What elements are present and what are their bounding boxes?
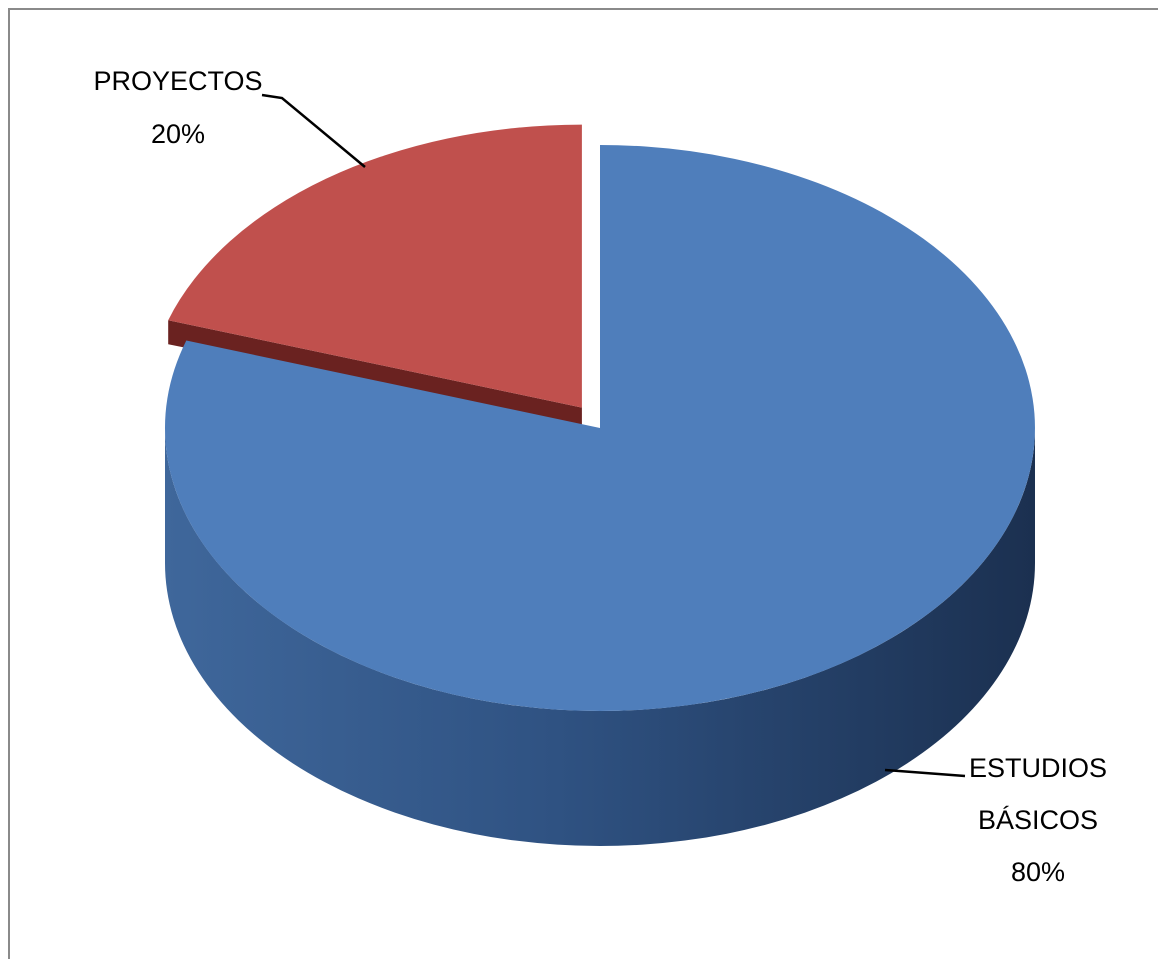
label-proyectos-name: PROYECTOS (93, 66, 262, 96)
pie-slice-side-proyectos (168, 320, 582, 428)
label-estudios-line1: ESTUDIOS (969, 753, 1107, 783)
label-proyectos-value: 20% (151, 119, 205, 149)
pie-slice-estudios (164, 145, 1035, 712)
pie-slice-side-estudios (165, 428, 1035, 846)
pie-slice-proyectos (168, 124, 582, 408)
label-estudios-value: 80% (1011, 857, 1065, 887)
leader-line-proyectos (261, 93, 366, 168)
leader-line-estudios (884, 768, 966, 778)
label-estudios-line2: BÁSICOS (978, 805, 1098, 835)
